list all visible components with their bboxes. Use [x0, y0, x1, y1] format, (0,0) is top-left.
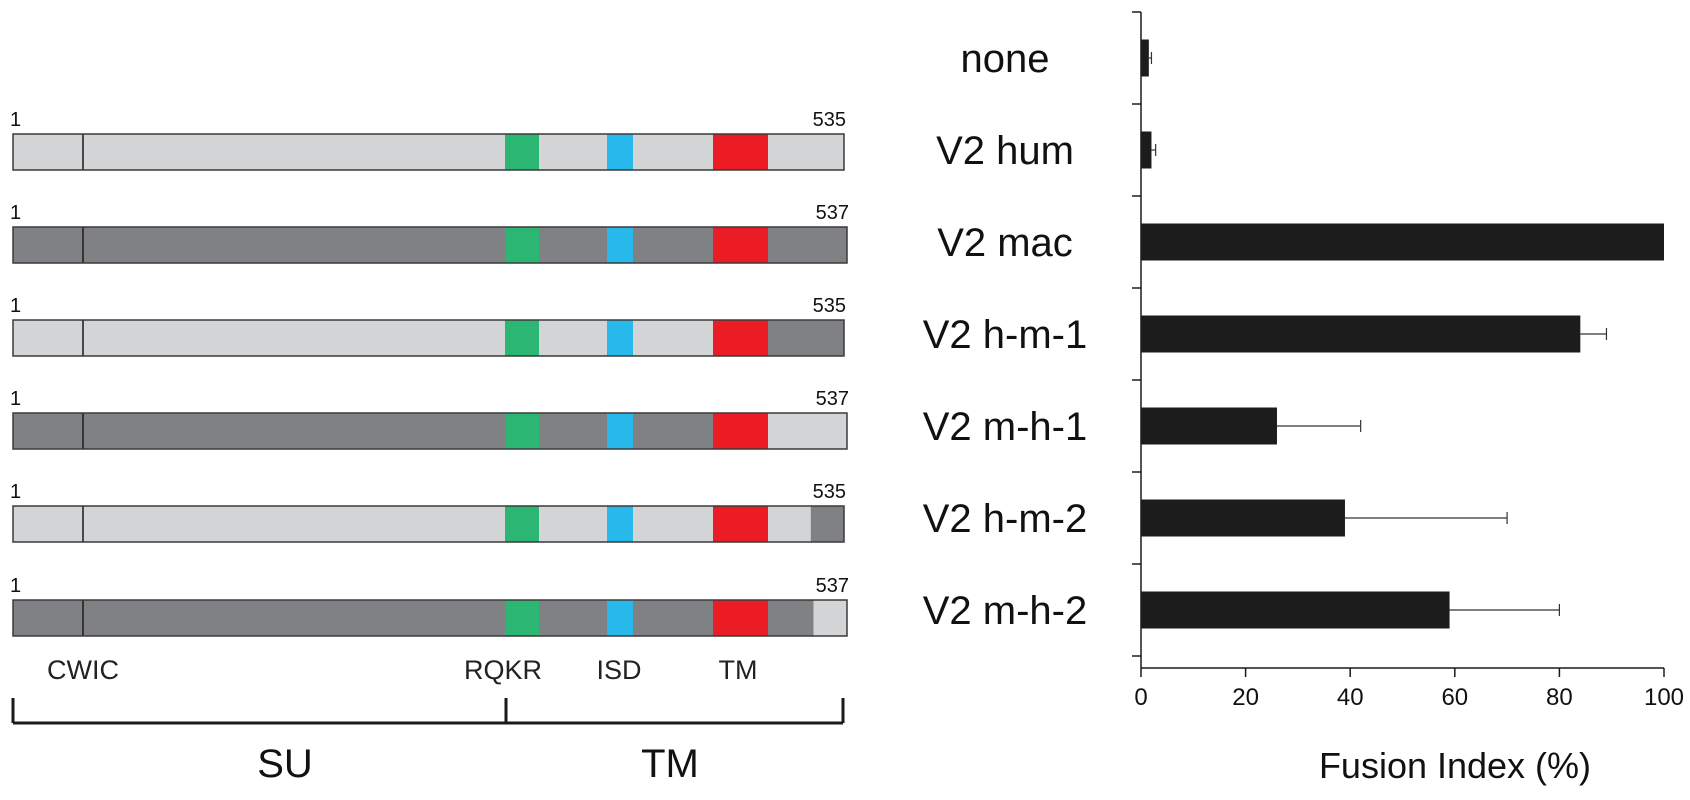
su-label: SU [257, 742, 313, 786]
end-residue: 537 [816, 202, 849, 224]
start-residue: 1 [10, 575, 21, 597]
chart-bars [1141, 39, 1664, 629]
isd-domain [607, 227, 633, 263]
x-axis-label: Fusion Index (%) [1319, 745, 1591, 786]
isd-domain [607, 320, 633, 356]
rqkr-domain [505, 506, 539, 542]
tm-subunit-label: TM [641, 742, 699, 786]
tm-domain-label: TM [719, 655, 758, 685]
domain-labels: CWIC RQKR ISD TM [47, 655, 757, 685]
bar [1141, 223, 1664, 261]
tm-domain [713, 320, 768, 356]
construct-row: 1 535 [10, 481, 846, 543]
category-label: V2 h-m-1 [923, 313, 1088, 357]
construct-outline [12, 505, 845, 543]
x-tick-label: 60 [1441, 684, 1468, 711]
bar [1141, 315, 1581, 353]
construct-row: 1 537 [10, 202, 849, 264]
human-segment [813, 600, 847, 636]
bar [1141, 39, 1149, 77]
x-tick-label: 0 [1134, 684, 1147, 711]
end-residue: 535 [813, 481, 846, 503]
end-residue: 535 [813, 295, 846, 317]
construct-row: 1 537 [10, 575, 849, 637]
macaque-segment [13, 600, 632, 636]
category-label: V2 mac [937, 221, 1073, 265]
isd-label: ISD [596, 655, 641, 685]
macaque-segment [13, 227, 632, 263]
x-tick-label: 80 [1546, 684, 1573, 711]
subunit-bracket [11, 698, 845, 725]
start-residue: 1 [10, 481, 21, 503]
start-residue: 1 [10, 388, 21, 410]
category-label: V2 hum [936, 129, 1074, 173]
end-residue: 535 [813, 109, 846, 131]
macaque-segment [631, 413, 718, 449]
x-tick-label: 100 [1644, 684, 1684, 711]
construct-row: 1 535 [10, 109, 846, 171]
tm-domain [713, 134, 768, 170]
isd-domain [607, 413, 633, 449]
tm-domain [713, 600, 768, 636]
rqkr-domain [505, 413, 539, 449]
rqkr-domain [505, 600, 539, 636]
construct-outline [12, 319, 845, 357]
rqkr-domain [505, 134, 539, 170]
construct-outline [12, 226, 848, 264]
end-residue: 537 [816, 388, 849, 410]
macaque-segment [810, 506, 844, 542]
construct-row: 1 535 [10, 295, 846, 357]
tm-domain [713, 506, 768, 542]
category-label: V2 m-h-2 [923, 589, 1088, 633]
construct-outline [12, 133, 845, 171]
x-tick-labels: 0 20 40 60 80 100 [1134, 684, 1684, 711]
isd-domain [607, 600, 633, 636]
end-residue: 537 [816, 575, 849, 597]
bar [1141, 591, 1450, 629]
x-tick-label: 40 [1337, 684, 1364, 711]
category-labels: none V2 hum V2 mac V2 h-m-1 V2 m-h-1 V2 h-m-2… [923, 37, 1088, 633]
bar [1141, 407, 1277, 445]
bar [1141, 131, 1152, 169]
construct-outline [12, 599, 848, 637]
human-segment [629, 320, 716, 356]
start-residue: 1 [10, 202, 21, 224]
isd-domain [607, 506, 633, 542]
isd-domain [607, 134, 633, 170]
category-label: none [961, 37, 1050, 81]
category-label: V2 m-h-1 [923, 405, 1088, 449]
bar [1141, 499, 1345, 537]
construct-row: 1 537 [10, 388, 849, 450]
x-tick-label: 20 [1232, 684, 1259, 711]
macaque-segment [13, 413, 632, 449]
start-residue: 1 [10, 109, 21, 131]
rqkr-label: RQKR [464, 655, 542, 685]
cwic-label: CWIC [47, 655, 119, 685]
tm-domain [713, 413, 768, 449]
tm-domain [713, 227, 768, 263]
start-residue: 1 [10, 295, 21, 317]
construct-outline [12, 412, 848, 450]
category-label: V2 h-m-2 [923, 497, 1088, 541]
rqkr-domain [505, 320, 539, 356]
bar-chart: 0 20 40 60 80 100 [1132, 11, 1684, 711]
rqkr-domain [505, 227, 539, 263]
